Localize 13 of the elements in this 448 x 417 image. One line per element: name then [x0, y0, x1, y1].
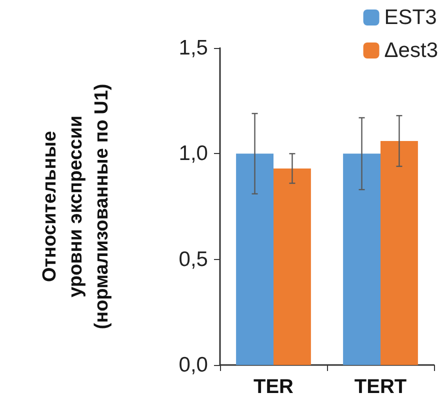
legend-label: EST3 [384, 6, 437, 29]
y-tick-label: 1,5 [178, 36, 208, 60]
y-tick-label: 0,0 [178, 354, 208, 376]
y-axis-title: Относительные уровни экспрессии (нормализованные по U1) [40, 84, 112, 330]
x-tick-label: TER [254, 376, 294, 398]
y-tick-label: 0,5 [178, 248, 208, 271]
y-tick-label: 1,0 [178, 142, 208, 166]
bar [236, 154, 274, 365]
bar [274, 168, 311, 365]
bar [380, 140, 418, 365]
legend-label: Δest3 [384, 39, 438, 62]
x-tick-label: TERT [354, 376, 407, 398]
bar [343, 154, 380, 365]
